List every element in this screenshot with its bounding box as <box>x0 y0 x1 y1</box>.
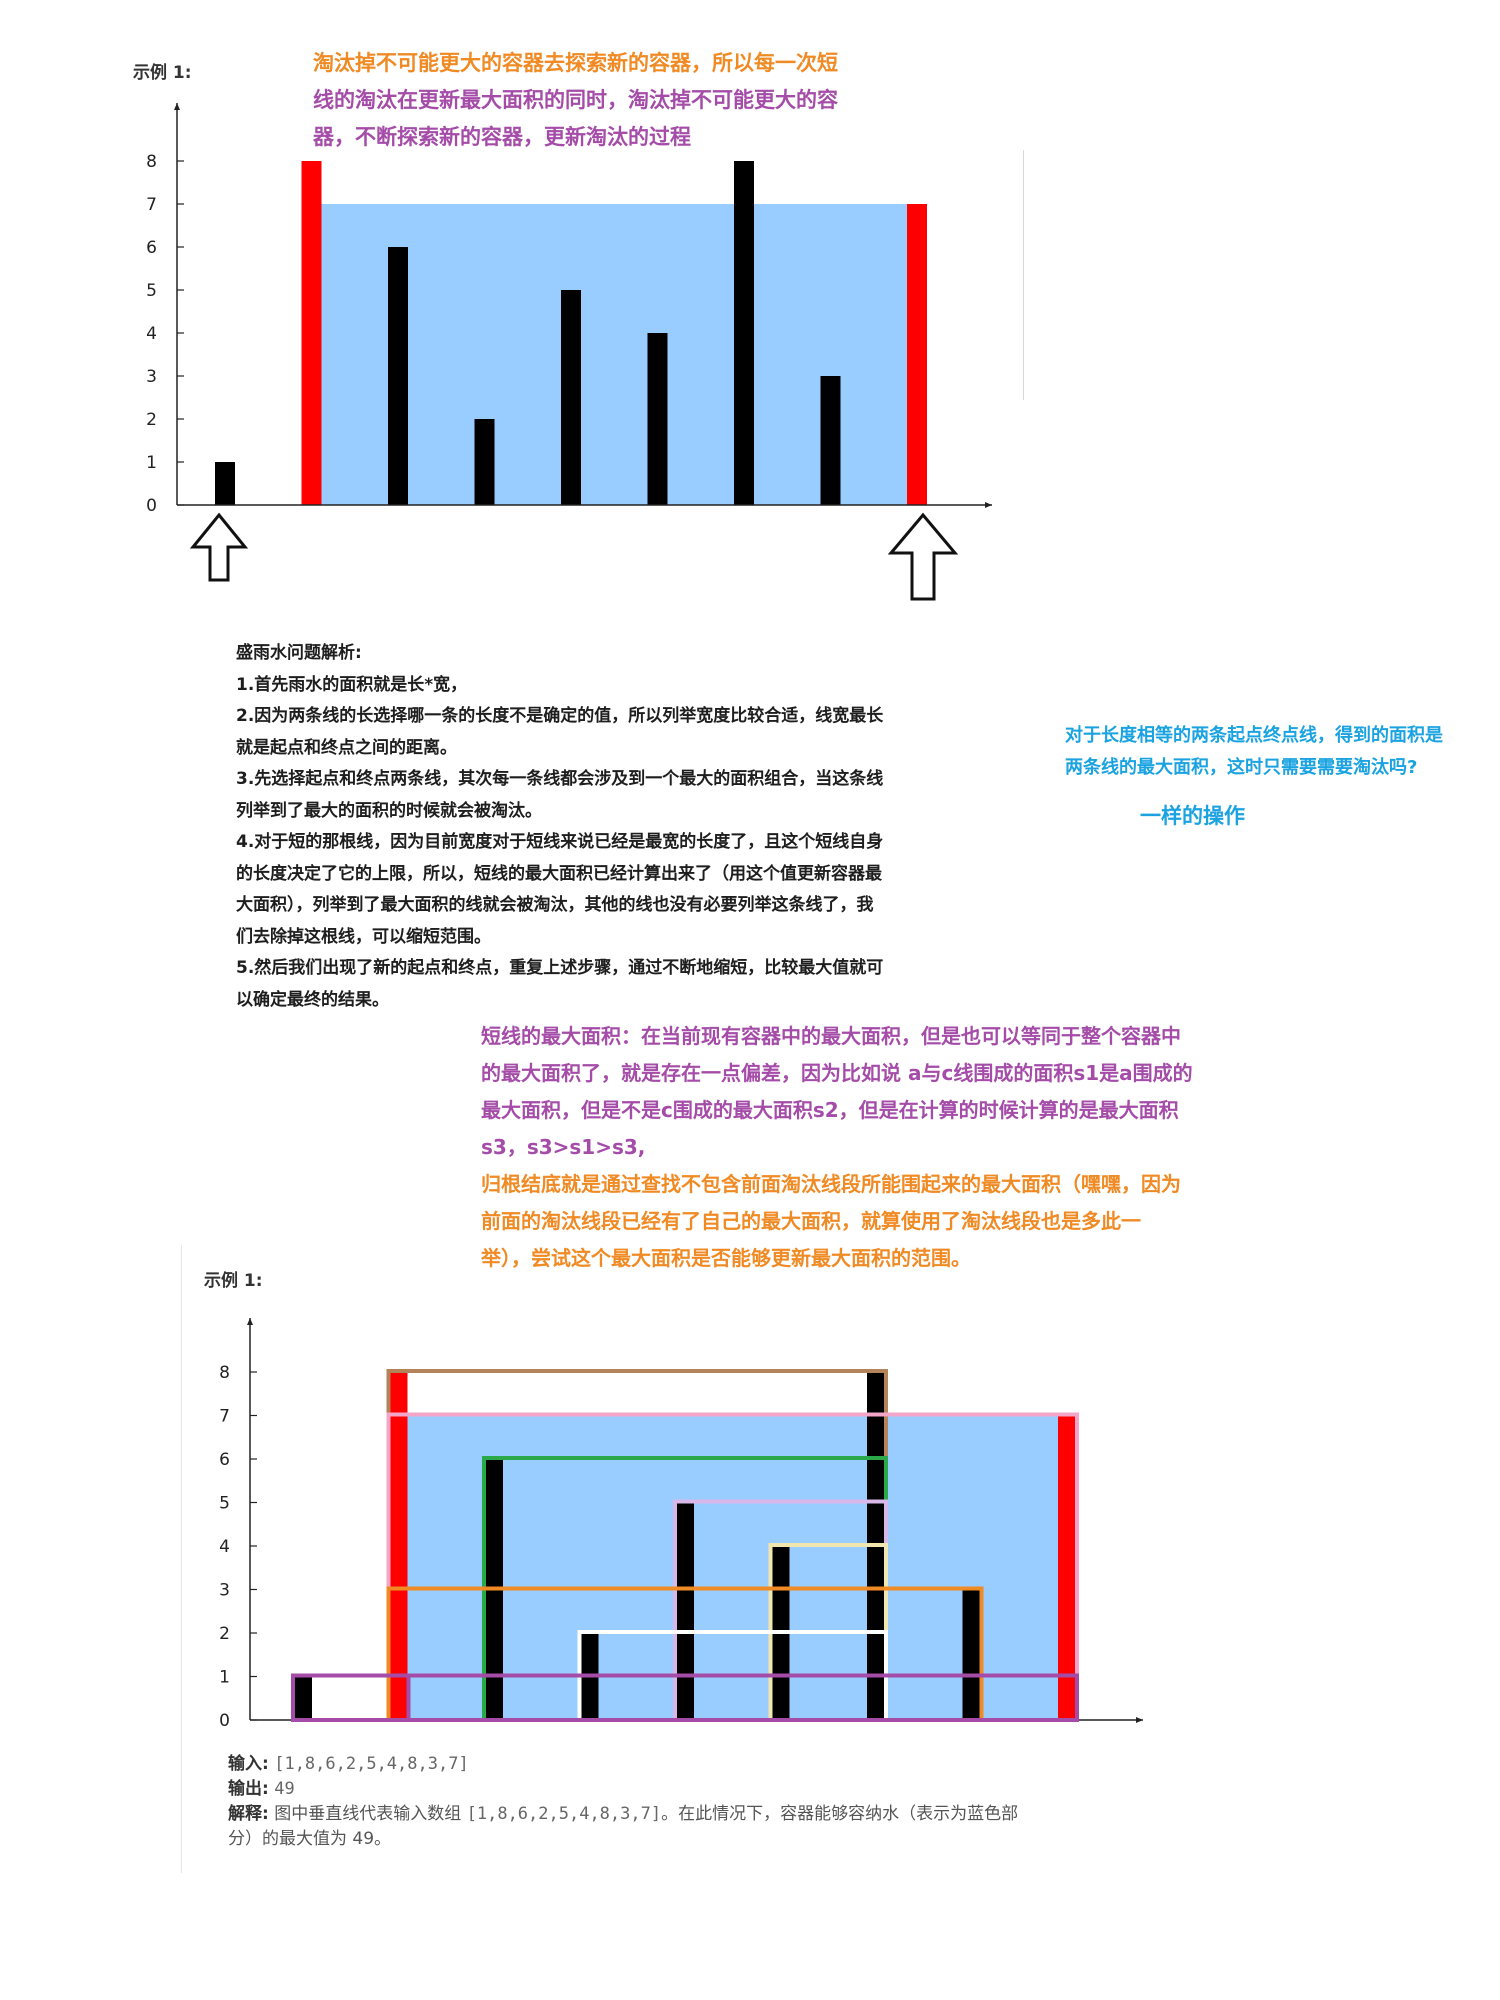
y-tick-label: 0 <box>219 1711 230 1730</box>
y-tick-label: 7 <box>146 195 157 215</box>
side-note-answer: 一样的操作 <box>1140 804 1245 828</box>
bottom-left-rule <box>181 1245 182 1873</box>
analysis-p4c: 大面积），列举到了最大面积的线就会被淘汰，其他的线也没有必要列举这条线了，我 <box>236 895 874 915</box>
io-block: 输入: [1,8,6,2,5,4,8,3,7] 输出: 49 解释: 图中垂直线… <box>228 1752 1208 1852</box>
analysis-title: 盛雨水问题解析: <box>236 643 362 663</box>
y-tick-label: 7 <box>219 1407 230 1427</box>
input-value: [1,8,6,2,5,4,8,3,7] <box>274 1754 469 1774</box>
y-tick-label: 6 <box>219 1450 230 1470</box>
top-example-label: 示例 1: <box>133 63 192 83</box>
mid-note-l1: 短线的最大面积：在当前现有容器中的最大面积，但是也可以等同于整个容器中 <box>481 1024 1181 1048</box>
top-note-line2: 线的淘汰在更新最大面积的同时，淘汰掉不可能更大的容 <box>313 88 838 112</box>
analysis-p5a: 5.然后我们出现了新的起点和终点，重复上述步骤，通过不断地缩短，比较最大值就可 <box>236 958 884 978</box>
mid-note-l3: 最大面积，但是不是c围成的最大面积s2，但是在计算的时候计算的是最大面积 <box>481 1098 1179 1122</box>
bar-3 <box>474 419 495 505</box>
bar-highlight-1 <box>301 161 322 505</box>
y-tick-label: 4 <box>146 324 157 344</box>
input-row: 输入: [1,8,6,2,5,4,8,3,7] <box>228 1752 1208 1777</box>
bar-5 <box>647 333 668 505</box>
frame-line <box>1023 150 1024 400</box>
bar-4 <box>561 290 581 505</box>
container-outline-8 <box>291 1673 1079 1722</box>
output-key: 输出: <box>228 1779 269 1799</box>
y-tick-label: 5 <box>146 281 157 301</box>
bar-7 <box>820 376 841 505</box>
bottom-example-label: 示例 1: <box>204 1271 263 1291</box>
y-tick-label: 1 <box>219 1668 230 1688</box>
y-tick-label: 3 <box>146 367 157 387</box>
bar-6 <box>734 161 754 505</box>
x-axis-arrow <box>985 502 992 508</box>
y-tick-label: 8 <box>219 1363 230 1383</box>
bar-0 <box>294 1676 312 1720</box>
explain-text-d: 分）的最大值为 49。 <box>228 1829 392 1849</box>
y-tick-label: 1 <box>146 453 157 473</box>
analysis-p3b: 列举到了最大的面积的时候就会被淘汰。 <box>236 800 542 821</box>
y-tick-label: 2 <box>219 1624 230 1644</box>
y-axis-arrow <box>247 1318 253 1325</box>
explain-key: 解释: <box>228 1804 269 1824</box>
top-note-line1: 淘汰掉不可能更大的容器去探索新的容器，所以每一次短 <box>313 51 838 75</box>
x-axis-arrow <box>1136 1717 1143 1723</box>
analysis-p4a: 4.对于短的那根线，因为目前宽度对于短线来说已经是最宽的长度了，且这个短线自身 <box>236 832 884 852</box>
mid-note-l6: 前面的淘汰线段已经有了自己的最大面积，就算使用了淘汰线段也是多此一 <box>481 1209 1141 1233</box>
y-axis-arrow <box>174 103 180 110</box>
mid-note-l7: 举），尝试这个最大面积是否能够更新最大面积的范围。 <box>481 1246 971 1270</box>
side-note-line1: 对于长度相等的两条起点终点线，得到的面积是 <box>1065 725 1443 746</box>
explain-array: [1,8,6,2,5,4,8,3,7] <box>466 1804 662 1824</box>
analysis-p4b: 的长度决定了它的上限，所以，短线的最大面积已经计算出来了（用这个值更新容器最 <box>236 863 882 884</box>
analysis-p2b: 就是起点和终点之间的距离。 <box>236 737 457 758</box>
mid-note: 短线的最大面积：在当前现有容器中的最大面积，但是也可以等同于整个容器中 的最大面… <box>481 1018 1193 1277</box>
y-tick-label: 3 <box>219 1581 230 1601</box>
y-tick-label: 6 <box>146 238 157 258</box>
analysis-p2a: 2.因为两条线的长选择哪一条的长度不是确定的值，所以列举宽度比较合适，线宽最长 <box>236 706 884 726</box>
bar-7 <box>962 1589 981 1720</box>
explain-row-2: 分）的最大值为 49。 <box>228 1827 1208 1852</box>
analysis-p5b: 以确定最终的结果。 <box>236 989 389 1010</box>
bar-2 <box>388 247 408 505</box>
bottom-chart: 0 1 2 3 4 5 6 7 8 <box>219 1318 1143 1730</box>
mid-note-l2: 的最大面积了，就是存在一点偏差，因为比如说 a与c线围成的面积s1是a围成的 <box>481 1061 1193 1085</box>
mid-note-l5: 归根结底就是通过查找不包含前面淘汰线段所能围起来的最大面积（嘿嘿，因为 <box>481 1172 1181 1196</box>
water-area <box>398 1415 1067 1720</box>
top-note-line3: 器，不断探索新的容器，更新淘汰的过程 <box>313 125 691 149</box>
mid-note-l4: s3，s3>s1>s3, <box>481 1135 646 1159</box>
output-value: 49 <box>274 1779 295 1799</box>
explain-text-c: 。在此情况下，容器能够容纳水（表示为蓝色部 <box>661 1804 1019 1824</box>
analysis-p1: 1.首先雨水的面积就是长*宽， <box>236 674 468 695</box>
y-tick-label: 5 <box>219 1494 230 1514</box>
analysis-p3a: 3.先选择起点和终点两条线，其次每一条线都会涉及到一个最大的面积组合，当这条线 <box>236 769 884 789</box>
top-note: 淘汰掉不可能更大的容器去探索新的容器，所以每一次短 线的淘汰在更新最大面积的同时… <box>313 45 838 156</box>
bar-0 <box>215 462 235 505</box>
y-tick-label: 2 <box>146 410 157 430</box>
y-tick-label: 4 <box>219 1537 230 1557</box>
explain-row: 解释: 图中垂直线代表输入数组 [1,8,6,2,5,4,8,3,7]。在此情况… <box>228 1802 1208 1827</box>
top-chart: 0 1 2 3 4 5 6 7 8 <box>146 103 992 601</box>
pointer-arrow-icon <box>189 512 249 582</box>
bar-highlight-1 <box>389 1372 408 1720</box>
bar-highlight-8 <box>907 204 927 505</box>
analysis-p4d: 们去除掉这根线，可以缩短范围。 <box>236 926 491 947</box>
pointer-arrow-icon <box>887 512 959 601</box>
water-area <box>311 204 917 505</box>
side-note: 对于长度相等的两条起点终点线，得到的面积是 两条线的最大面积，这时只需要需要淘汰… <box>1065 720 1443 784</box>
bar-highlight-8 <box>1058 1415 1076 1720</box>
output-row: 输出: 49 <box>228 1777 1208 1802</box>
explain-text-a: 图中垂直线代表输入数组 <box>274 1804 462 1824</box>
y-tick-label: 0 <box>146 496 157 516</box>
input-key: 输入: <box>228 1754 269 1774</box>
bar-4 <box>676 1502 694 1720</box>
side-note-line2: 两条线的最大面积，这时只需要需要淘汰吗? <box>1065 757 1418 778</box>
analysis-section: 盛雨水问题解析: 1.首先雨水的面积就是长*宽， 2.因为两条线的长选择哪一条的… <box>236 638 1016 1016</box>
y-tick-label: 8 <box>146 152 157 172</box>
